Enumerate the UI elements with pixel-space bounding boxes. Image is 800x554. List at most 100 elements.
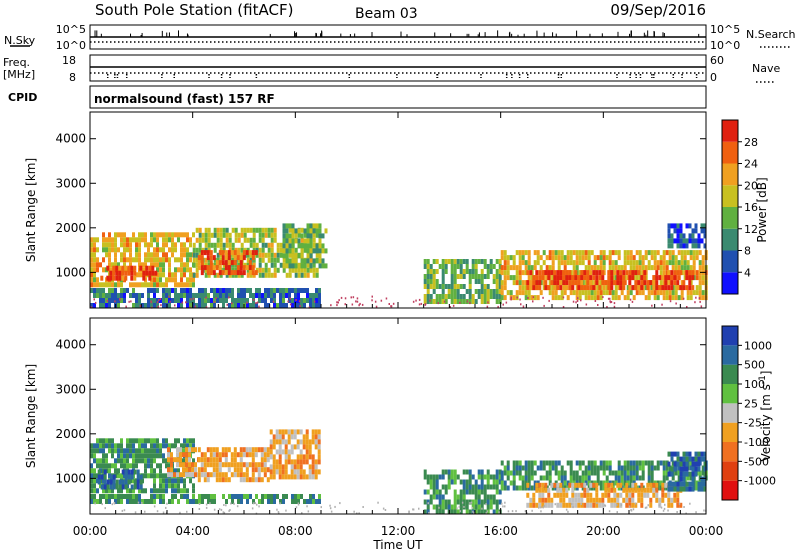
- power-cell: [682, 285, 686, 291]
- power-cell: [273, 293, 276, 298]
- velocity-scatter: [104, 507, 106, 510]
- velocity-cell: [224, 447, 228, 453]
- power-cell: [638, 275, 642, 281]
- power-cell: [565, 280, 569, 286]
- velocity-scatter: [504, 501, 506, 504]
- velocity-cell: [700, 476, 704, 482]
- power-cell: [225, 232, 229, 238]
- velocity-cell: [293, 429, 297, 435]
- power-cell: [568, 285, 572, 291]
- velocity-cell: [167, 452, 170, 458]
- velocity-cell: [604, 487, 608, 493]
- power-cell: [477, 294, 481, 299]
- velocity-cell: [634, 502, 638, 508]
- velocity-cell: [177, 483, 180, 489]
- power-scatter: [466, 300, 469, 303]
- power-cell: [665, 270, 669, 276]
- power-cell: [545, 275, 549, 281]
- velocity-cell: [593, 470, 597, 476]
- power-cell: [303, 232, 307, 238]
- velocity-cell: [601, 497, 605, 503]
- power-cell: [90, 252, 93, 258]
- velocity-cell: [541, 482, 545, 488]
- velocity-cell: [486, 494, 490, 500]
- velocity-cell: [662, 470, 666, 476]
- velocity-cell: [221, 447, 225, 453]
- power-cell: [153, 262, 156, 268]
- velocity-cell: [435, 504, 439, 510]
- velocity-cell: [429, 479, 433, 485]
- power-cell: [321, 233, 325, 239]
- power-cell: [192, 262, 196, 268]
- power-scatter: [185, 301, 187, 304]
- velocity-cell: [192, 499, 195, 504]
- velocity-cell: [177, 499, 180, 504]
- velocity-cell: [483, 484, 487, 490]
- power-scatter: [418, 298, 421, 301]
- power-cell: [297, 243, 301, 249]
- velocity-cell: [480, 474, 484, 480]
- power-cell: [602, 260, 606, 266]
- power-cell: [156, 237, 159, 243]
- velocity-cell: [593, 485, 597, 491]
- power-cell: [680, 280, 684, 286]
- power-cell: [162, 252, 165, 258]
- power-cell: [267, 242, 271, 248]
- power-cell: [177, 232, 180, 238]
- power-cell: [303, 267, 307, 273]
- velocity-cell: [180, 443, 183, 449]
- velocity-cell: [230, 472, 234, 478]
- power-cell: [251, 255, 255, 261]
- power-cell: [441, 264, 445, 269]
- power-cell: [105, 242, 108, 248]
- velocity-cell: [676, 497, 680, 503]
- velocity-cell: [682, 461, 686, 467]
- power-cell: [521, 285, 525, 291]
- velocity-cell: [90, 468, 93, 474]
- velocity-cell: [97, 469, 101, 475]
- velocity-cell: [625, 497, 629, 503]
- velocity-cell: [629, 465, 633, 471]
- power-cell: [153, 252, 156, 258]
- power-cell: [578, 260, 582, 266]
- power-cell: [587, 260, 591, 266]
- velocity-cell: [188, 452, 191, 458]
- power-colorbar-tick-label: 20: [744, 179, 758, 192]
- power-cell: [509, 255, 513, 261]
- velocity-cell: [506, 485, 510, 491]
- power-cell: [120, 257, 123, 263]
- power-cell: [156, 262, 159, 268]
- velocity-cell: [165, 488, 168, 494]
- power-cell: [450, 264, 454, 269]
- power-cell: [605, 255, 609, 261]
- power-cell: [213, 288, 216, 293]
- power-cell: [239, 260, 243, 266]
- velocity-colorbar-tick-label: -500: [744, 455, 769, 468]
- power-cell: [459, 274, 463, 279]
- power-cell: [592, 285, 596, 291]
- power-cell: [216, 252, 220, 258]
- power-cell: [506, 260, 510, 266]
- velocity-cell: [607, 487, 611, 493]
- power-cell: [177, 237, 180, 243]
- power-cell: [174, 293, 177, 298]
- power-cell: [273, 267, 277, 273]
- velocity-cell: [547, 487, 551, 493]
- velocity-cell: [581, 485, 585, 491]
- velocity-cell: [601, 502, 605, 508]
- power-cell: [252, 242, 256, 248]
- power-cell: [518, 285, 522, 291]
- power-cell: [282, 253, 286, 259]
- velocity-cell: [626, 465, 630, 471]
- power-cell: [264, 288, 267, 293]
- power-cell: [498, 264, 502, 269]
- power-cell: [150, 277, 153, 283]
- velocity-cell: [183, 488, 186, 494]
- power-cell: [626, 260, 630, 266]
- power-cell: [599, 295, 603, 301]
- power-cell: [249, 237, 253, 243]
- power-cell: [683, 275, 687, 281]
- power-cell: [159, 277, 162, 283]
- power-cell: [177, 257, 180, 263]
- power-cell: [133, 265, 137, 271]
